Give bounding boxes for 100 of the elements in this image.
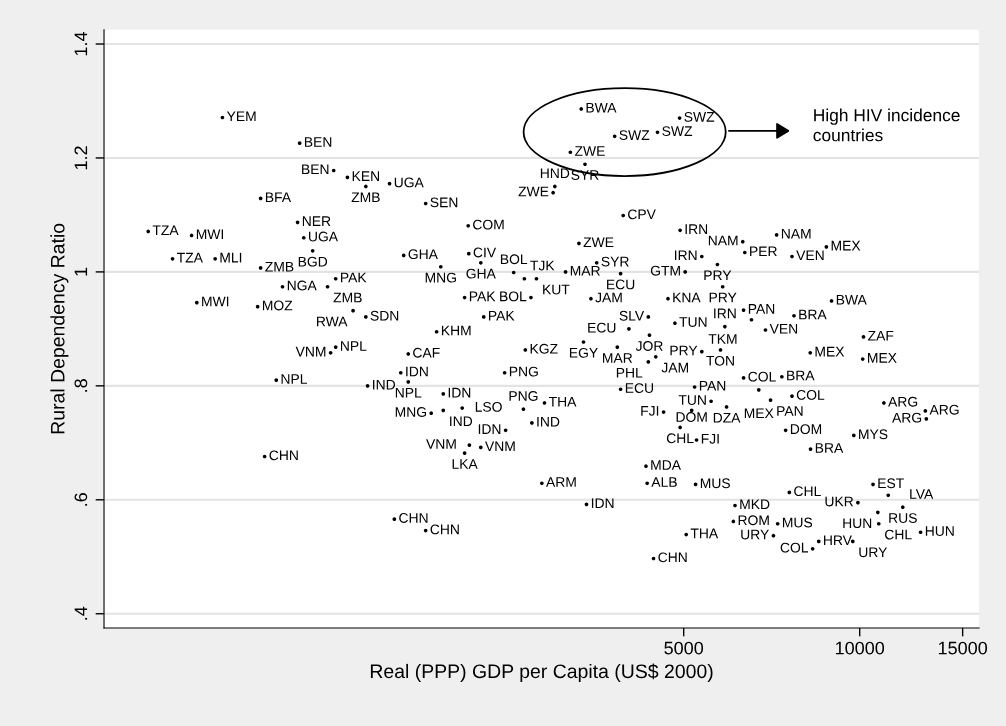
data-label: SWZ	[619, 130, 650, 141]
data-label: MNG	[395, 407, 427, 417]
data-label: IRN	[685, 224, 708, 234]
data-label: IND	[537, 416, 560, 427]
data-label: BOL	[500, 254, 528, 265]
data-label: LKA	[452, 459, 478, 469]
data-label: DZA	[713, 413, 741, 423]
data-label: TUN	[678, 395, 706, 405]
data-label: ZMB	[333, 292, 362, 303]
data-label: PAK	[469, 291, 496, 302]
data-label: MEX	[744, 408, 774, 418]
data-label: MNG	[425, 272, 456, 283]
data-label: MEX	[815, 346, 845, 357]
data-label: NPL	[395, 387, 422, 398]
data-label: BWA	[836, 295, 867, 305]
data-label: COL	[796, 390, 825, 400]
data-label: ARG	[892, 412, 922, 423]
data-label: SWZ	[662, 126, 693, 137]
y-axis-title: Rural Dependency Ratio	[50, 223, 69, 434]
data-label: VNM	[426, 439, 456, 449]
data-label: IDN	[591, 498, 614, 508]
data-label: KGZ	[530, 343, 558, 354]
data-label: BEN	[302, 164, 329, 175]
data-label: MEX	[868, 353, 897, 363]
data-label: LSO	[475, 401, 502, 412]
data-label: MUS	[782, 517, 813, 528]
data-label: THA	[690, 528, 719, 539]
data-label: MEX	[831, 240, 861, 251]
data-label: BRA	[787, 370, 815, 381]
data-label: BRA	[799, 309, 827, 320]
data-label: MAR	[603, 353, 633, 363]
data-label: ZMB	[351, 192, 380, 203]
data-label: EST	[878, 478, 904, 489]
data-label: VNM	[485, 441, 515, 451]
data-label: ARG	[888, 396, 918, 407]
data-label: NGA	[287, 280, 317, 291]
data-label: HND	[540, 168, 570, 179]
data-label: TON	[706, 355, 734, 366]
y-tick-label: .4	[74, 606, 88, 620]
data-label: KHM	[441, 325, 471, 336]
data-label: MWI	[202, 296, 229, 307]
data-label: UGA	[309, 231, 339, 242]
data-label: BEN	[304, 137, 332, 147]
data-label: MOZ	[262, 300, 293, 311]
data-label: LVA	[910, 489, 934, 499]
data-label: PAK	[489, 310, 515, 321]
data-label: ZWE	[518, 186, 549, 197]
x-tick-label: 10000	[835, 641, 885, 655]
data-label: IND	[373, 379, 396, 390]
data-label: TUN	[679, 317, 707, 327]
y-tick-label: 1.2	[74, 146, 88, 170]
data-label: TZA	[177, 252, 203, 263]
data-label: IDN	[478, 424, 501, 434]
data-label: UGA	[394, 177, 424, 188]
data-label: KUT	[543, 284, 570, 295]
y-tick-label: 1.4	[74, 31, 88, 56]
data-label: PRY	[670, 345, 698, 356]
data-label: PNG	[509, 391, 538, 401]
data-label: DOM	[676, 412, 707, 422]
data-label: IRN	[714, 308, 736, 319]
data-label: GHA	[408, 249, 438, 260]
data-label: NPL	[341, 341, 367, 351]
data-label: VEN	[796, 250, 824, 261]
data-label: BOL	[500, 291, 527, 302]
data-label: ZAF	[868, 330, 894, 341]
data-label: ECU	[588, 322, 616, 333]
data-label: JAM	[595, 292, 622, 303]
data-label: ZWE	[574, 146, 605, 156]
data-label: CHN	[430, 524, 459, 535]
data-label: RWA	[317, 316, 348, 327]
data-label: IDN	[448, 387, 471, 398]
data-label: SDN	[370, 310, 399, 321]
data-label: IDN	[406, 366, 428, 377]
data-label: COL	[748, 371, 776, 382]
data-label: NAM	[781, 228, 811, 239]
data-label: FJI	[701, 434, 719, 444]
data-label: CHL	[666, 433, 694, 444]
y-tick-label: 1	[74, 267, 88, 276]
data-label: CIV	[473, 247, 497, 258]
x-tick-label: 5000	[664, 641, 704, 655]
data-label: EGY	[569, 347, 598, 358]
data-label: PAN	[777, 406, 803, 416]
data-label: MWI	[196, 229, 224, 240]
data-label: BWA	[586, 103, 617, 113]
data-label: CHN	[658, 552, 687, 563]
data-label: KEN	[352, 171, 380, 181]
data-label: DOM	[790, 424, 822, 435]
data-label: YEM	[226, 111, 256, 122]
data-label: PRY	[709, 292, 737, 303]
data-label: URY	[741, 529, 769, 540]
data-label: BFA	[265, 192, 292, 202]
data-label: ZWE	[583, 237, 614, 248]
data-label: MYS	[859, 429, 888, 440]
data-label: CHL	[885, 529, 912, 540]
data-label: MDA	[651, 460, 681, 470]
data-label: TJK	[530, 260, 555, 271]
data-label: FJI	[641, 406, 659, 416]
data-label: CHL	[794, 486, 821, 497]
data-label: SYR	[601, 256, 629, 267]
x-axis-title: Real (PPP) GDP per Capita (US$ 2000)	[370, 663, 713, 682]
